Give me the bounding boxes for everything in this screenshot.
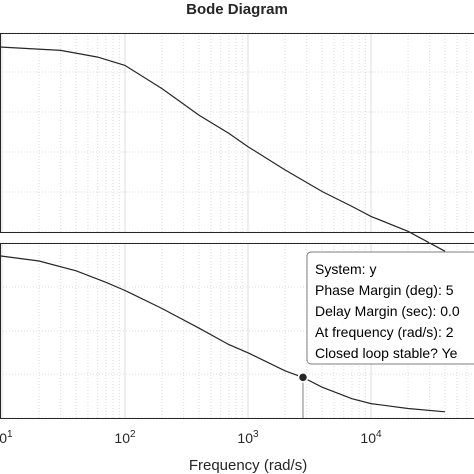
datatip-line-delay-margin: Delay Margin (sec): 0.0 — [315, 303, 460, 319]
x-tick-exponent: 1 — [7, 429, 13, 440]
x-tick-base: 10 — [360, 430, 376, 446]
phase-curve — [0, 255, 446, 413]
magnitude-axes-frame — [0, 33, 474, 233]
margin-marker-point[interactable] — [297, 372, 309, 383]
phase-axes-frame — [0, 243, 474, 419]
x-tick-label: 104 — [360, 429, 382, 446]
magnitude-curve — [0, 46, 446, 252]
x-tick-base: 10 — [114, 430, 130, 446]
datatip[interactable]: System: y Phase Margin (deg): 5 Delay Ma… — [306, 251, 474, 365]
x-axis-label: Frequency (rad/s) — [189, 457, 307, 474]
datatip-box — [306, 251, 474, 365]
datatip-line-system: System: y — [315, 261, 376, 277]
magnitude-grid — [0, 32, 474, 233]
x-tick-label: 102 — [114, 429, 136, 446]
x-tick-exponent: 4 — [376, 429, 382, 440]
x-tick-labels: 101102103104 — [0, 429, 382, 446]
datatip-line-frequency: At frequency (rad/s): 2 — [315, 324, 454, 340]
x-tick-base: 10 — [237, 430, 253, 446]
datatip-line-phase-margin: Phase Margin (deg): 5 — [315, 282, 454, 298]
datatip-line-stability: Closed loop stable? Ye — [315, 345, 458, 361]
x-tick-exponent: 2 — [130, 429, 136, 440]
chart-title: Bode Diagram — [186, 1, 288, 18]
x-tick-label: 103 — [237, 429, 259, 446]
x-tick-exponent: 3 — [253, 429, 259, 440]
magnitude-panel — [0, 32, 474, 252]
x-tick-base: 10 — [0, 430, 7, 446]
x-tick-label: 101 — [0, 429, 13, 446]
